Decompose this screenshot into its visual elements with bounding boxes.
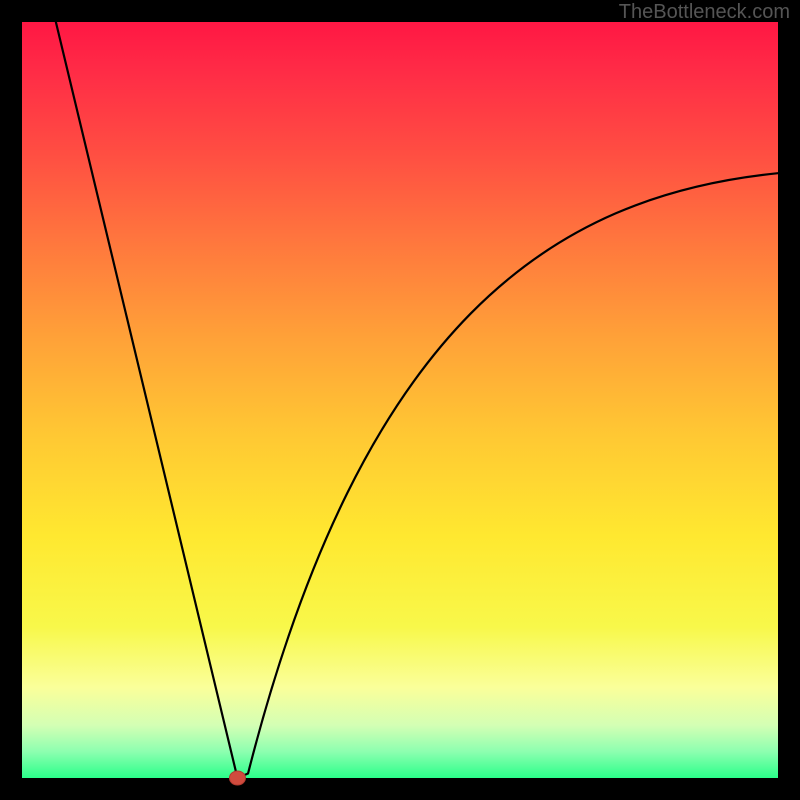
watermark: TheBottleneck.com: [619, 1, 790, 23]
chart-container: TheBottleneck.com: [0, 0, 800, 800]
bottleneck-apex-marker: [229, 771, 245, 785]
